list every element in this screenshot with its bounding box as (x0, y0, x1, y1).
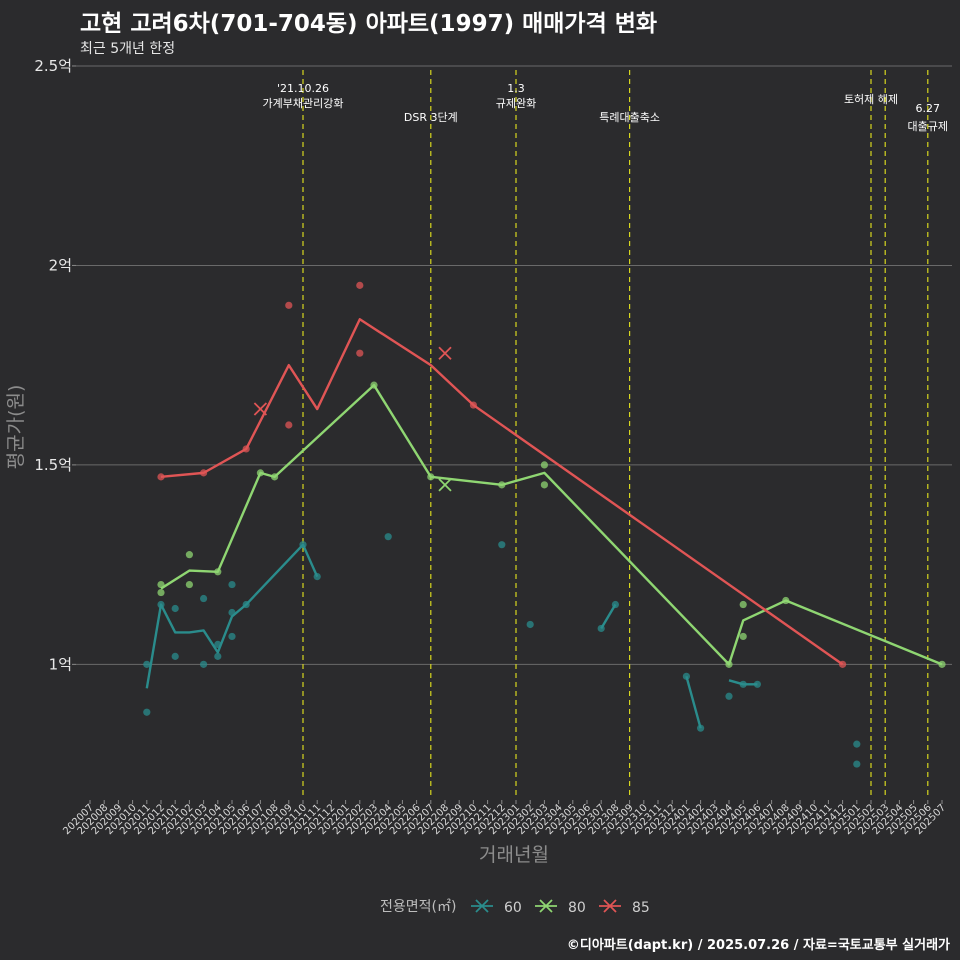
series-60 (143, 533, 861, 768)
data-point (200, 660, 208, 668)
data-point (228, 580, 236, 589)
source-caption: ©디아파트(dapt.kr) / 2025.07.26 / 자료=국토교통부 실… (566, 938, 950, 953)
data-point (725, 692, 733, 700)
data-point (356, 281, 364, 289)
series-line (728, 679, 758, 686)
legend-item-60: 60 (471, 899, 522, 916)
series-80 (157, 381, 946, 668)
y-tick-label: 2억 (49, 256, 72, 274)
legend-label: 60 (504, 900, 522, 916)
y-axis-ticks: 1억 1.5억 2억 2.5억 (34, 57, 76, 673)
data-point (143, 708, 151, 716)
data-point (540, 481, 549, 489)
data-point (853, 760, 861, 768)
data-point (384, 533, 392, 541)
data-point (285, 301, 293, 309)
series-layer (143, 281, 946, 768)
event-label: 대출규제 (908, 120, 948, 133)
cross-marker (253, 402, 268, 416)
series-line (160, 318, 844, 666)
data-point (200, 594, 208, 603)
legend-item-80: 80 (535, 899, 586, 916)
data-point (228, 632, 236, 641)
data-point (185, 580, 193, 589)
event-label: 1.3 (507, 82, 525, 95)
event-label: 가계부채관리강화 (263, 97, 344, 110)
series-line (145, 543, 319, 689)
data-point (739, 600, 747, 609)
series-line (600, 603, 617, 630)
data-point (853, 740, 861, 748)
series-line (160, 383, 943, 666)
data-point (214, 652, 222, 660)
event-label: 토허제 해제 (844, 92, 898, 106)
event-label: '21.10.26 (277, 82, 329, 95)
series-line (685, 676, 702, 729)
data-point (171, 652, 179, 660)
event-label: 규제완화 (496, 97, 536, 110)
legend-item-85: 85 (599, 899, 650, 916)
chart-title: 고현 고려6차(701-704동) 아파트(1997) 매매가격 변화 (80, 11, 658, 37)
event-label: DSR 3단계 (404, 111, 458, 124)
legend-label: 85 (632, 900, 650, 916)
data-point (526, 620, 534, 629)
legend: 전용면적(㎡) 60 80 85 (380, 899, 650, 916)
x-axis-ticks: 2020072020082020092020102020112020122021… (61, 800, 948, 837)
cross-stroke (438, 346, 452, 360)
data-point (185, 551, 193, 559)
y-axis-title: 평균가(원) (5, 385, 27, 470)
data-point (157, 588, 165, 597)
data-point (356, 349, 364, 357)
legend-title: 전용면적(㎡) (380, 899, 456, 915)
event-label: 6.27 (916, 102, 941, 115)
data-point (143, 660, 151, 668)
data-point (739, 632, 747, 641)
event-label: 특례대출축소 (599, 111, 660, 124)
data-point (171, 604, 179, 613)
data-point (540, 461, 549, 469)
grid-lines (76, 65, 952, 665)
cross-marker (438, 478, 452, 492)
cross-stroke (438, 478, 452, 492)
data-point (697, 724, 705, 732)
y-tick-label: 1억 (49, 655, 72, 673)
cross-stroke (253, 402, 268, 416)
data-point (498, 541, 506, 549)
cross-marker (438, 346, 452, 360)
y-tick-label: 1.5억 (34, 456, 72, 474)
x-axis-title: 거래년월 (479, 844, 549, 866)
data-point (285, 421, 293, 429)
series-85 (157, 281, 847, 668)
chart-subtitle: 최근 5개년 한정 (80, 41, 176, 57)
y-tick-label: 2.5억 (34, 57, 72, 75)
legend-label: 80 (568, 900, 586, 916)
